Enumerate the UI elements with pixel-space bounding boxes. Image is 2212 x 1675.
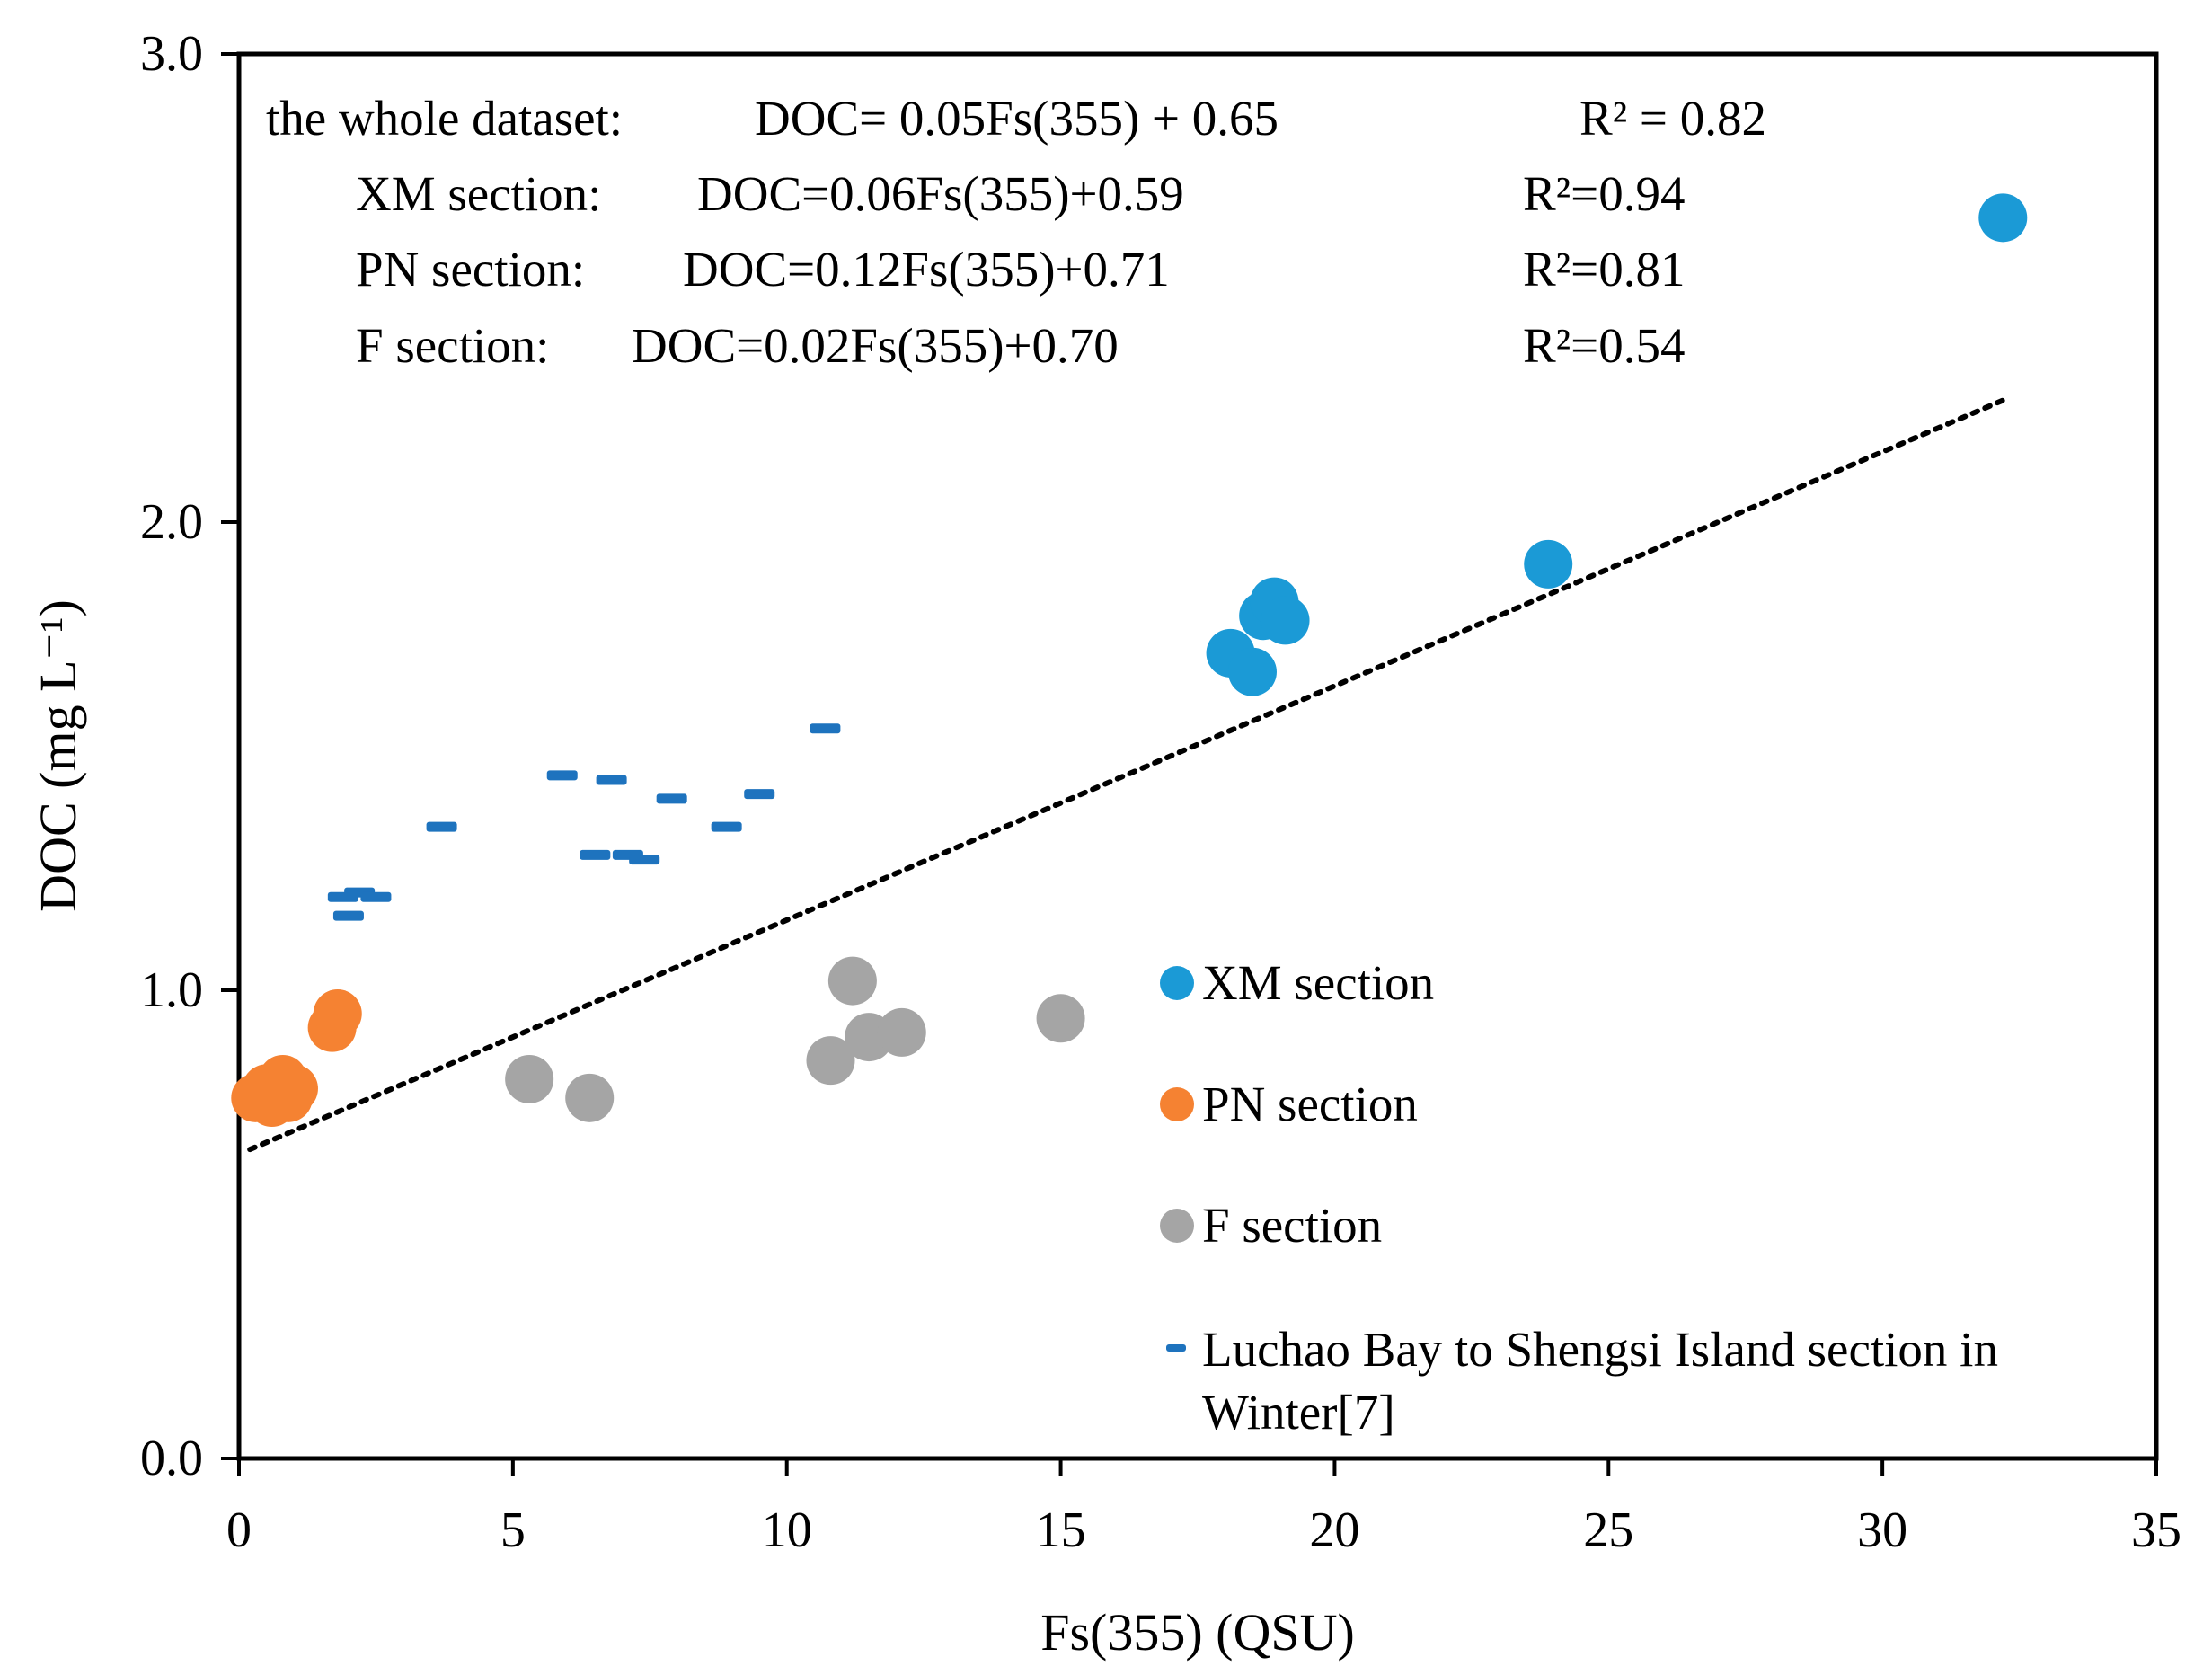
data-points-layer <box>231 193 2028 1128</box>
data-point <box>877 1007 926 1057</box>
x-tick-label: 35 <box>2131 1502 2181 1558</box>
x-axis-title: Fs(355) (QSU) <box>1040 1603 1355 1662</box>
equation-label-xm: XM section: <box>356 166 601 221</box>
legend-label-xm: XM section <box>1202 955 1434 1010</box>
y-axis-title: DOC (mg L⁻¹) <box>29 599 87 912</box>
y-axis-ticks: 0.0 1.0 2.0 3.0 <box>140 26 239 1486</box>
x-tick-label: 15 <box>1036 1502 1086 1558</box>
series-xm-section <box>1206 193 2028 696</box>
x-tick-label: 10 <box>762 1502 812 1558</box>
data-point <box>505 1054 554 1103</box>
data-point <box>565 1073 615 1122</box>
data-point <box>546 770 578 781</box>
data-point <box>269 1064 318 1113</box>
x-axis-ticks: 0 5 10 15 20 25 30 35 <box>226 1458 2181 1558</box>
y-tick-label: 2.0 <box>140 494 203 550</box>
data-point <box>1524 539 1573 589</box>
data-point <box>1227 647 1277 696</box>
legend-marker-luchao <box>1166 1344 1186 1352</box>
data-point <box>426 821 457 832</box>
y-tick-label: 0.0 <box>140 1431 203 1486</box>
x-tick-label: 0 <box>226 1502 252 1558</box>
equation-label-f: F section: <box>356 318 549 373</box>
x-tick-label: 20 <box>1309 1502 1359 1558</box>
data-point <box>827 956 877 1006</box>
data-point <box>360 891 392 902</box>
data-point <box>596 775 627 785</box>
equation-label-pn: PN section: <box>356 242 585 297</box>
data-point <box>1261 596 1310 645</box>
x-tick-label: 5 <box>500 1502 526 1558</box>
data-point <box>806 1036 855 1086</box>
r2-xm: R²=0.94 <box>1523 166 1685 221</box>
data-point <box>629 855 660 865</box>
series-luchao-bay-to-shengsi-island-section-in-winter-7 <box>327 723 841 921</box>
x-tick-label: 25 <box>1583 1502 1633 1558</box>
data-point <box>810 723 841 734</box>
r2-whole: R² = 0.82 <box>1579 91 1766 146</box>
data-point <box>580 849 611 860</box>
legend-marker-pn <box>1160 1087 1194 1121</box>
legend-marker-f <box>1160 1209 1194 1243</box>
equation-label-whole: the whole dataset: <box>266 91 623 146</box>
data-point <box>313 989 362 1039</box>
series-pn-section <box>231 989 362 1128</box>
legend-label-f: F section <box>1202 1198 1382 1253</box>
equation-annotations: the whole dataset: DOC= 0.05Fs(355) + 0.… <box>266 91 1766 373</box>
legend-label-luchao-line1: Luchao Bay to Shengsi Island section in <box>1202 1322 1998 1377</box>
equation-xm: DOC=0.06Fs(355)+0.59 <box>697 166 1184 221</box>
data-point <box>1978 193 2028 243</box>
data-point <box>711 821 742 832</box>
data-point <box>1036 994 1085 1043</box>
legend-label-luchao-line2: Winter[7] <box>1202 1385 1395 1440</box>
legend-label-pn: PN section <box>1202 1077 1418 1131</box>
equation-whole: DOC= 0.05Fs(355) + 0.65 <box>755 91 1279 146</box>
data-point <box>332 910 364 921</box>
plot-frame <box>236 51 2159 1461</box>
legend-marker-xm <box>1160 966 1194 1000</box>
equation-pn: DOC=0.12Fs(355)+0.71 <box>683 242 1170 297</box>
r2-pn: R²=0.81 <box>1523 242 1685 297</box>
y-tick-label: 3.0 <box>140 26 203 82</box>
series-f-section <box>505 956 1085 1122</box>
legend: XM section PN section F section Luchao B… <box>1160 955 1998 1440</box>
r2-f: R²=0.54 <box>1523 318 1685 373</box>
data-point <box>656 793 687 804</box>
equation-f: DOC=0.02Fs(355)+0.70 <box>632 318 1119 373</box>
y-tick-label: 1.0 <box>140 962 203 1018</box>
x-tick-label: 30 <box>1857 1502 1907 1558</box>
trendline-whole-dataset <box>247 397 2006 1153</box>
data-point <box>744 789 775 800</box>
trendline-layer <box>247 397 2006 1153</box>
